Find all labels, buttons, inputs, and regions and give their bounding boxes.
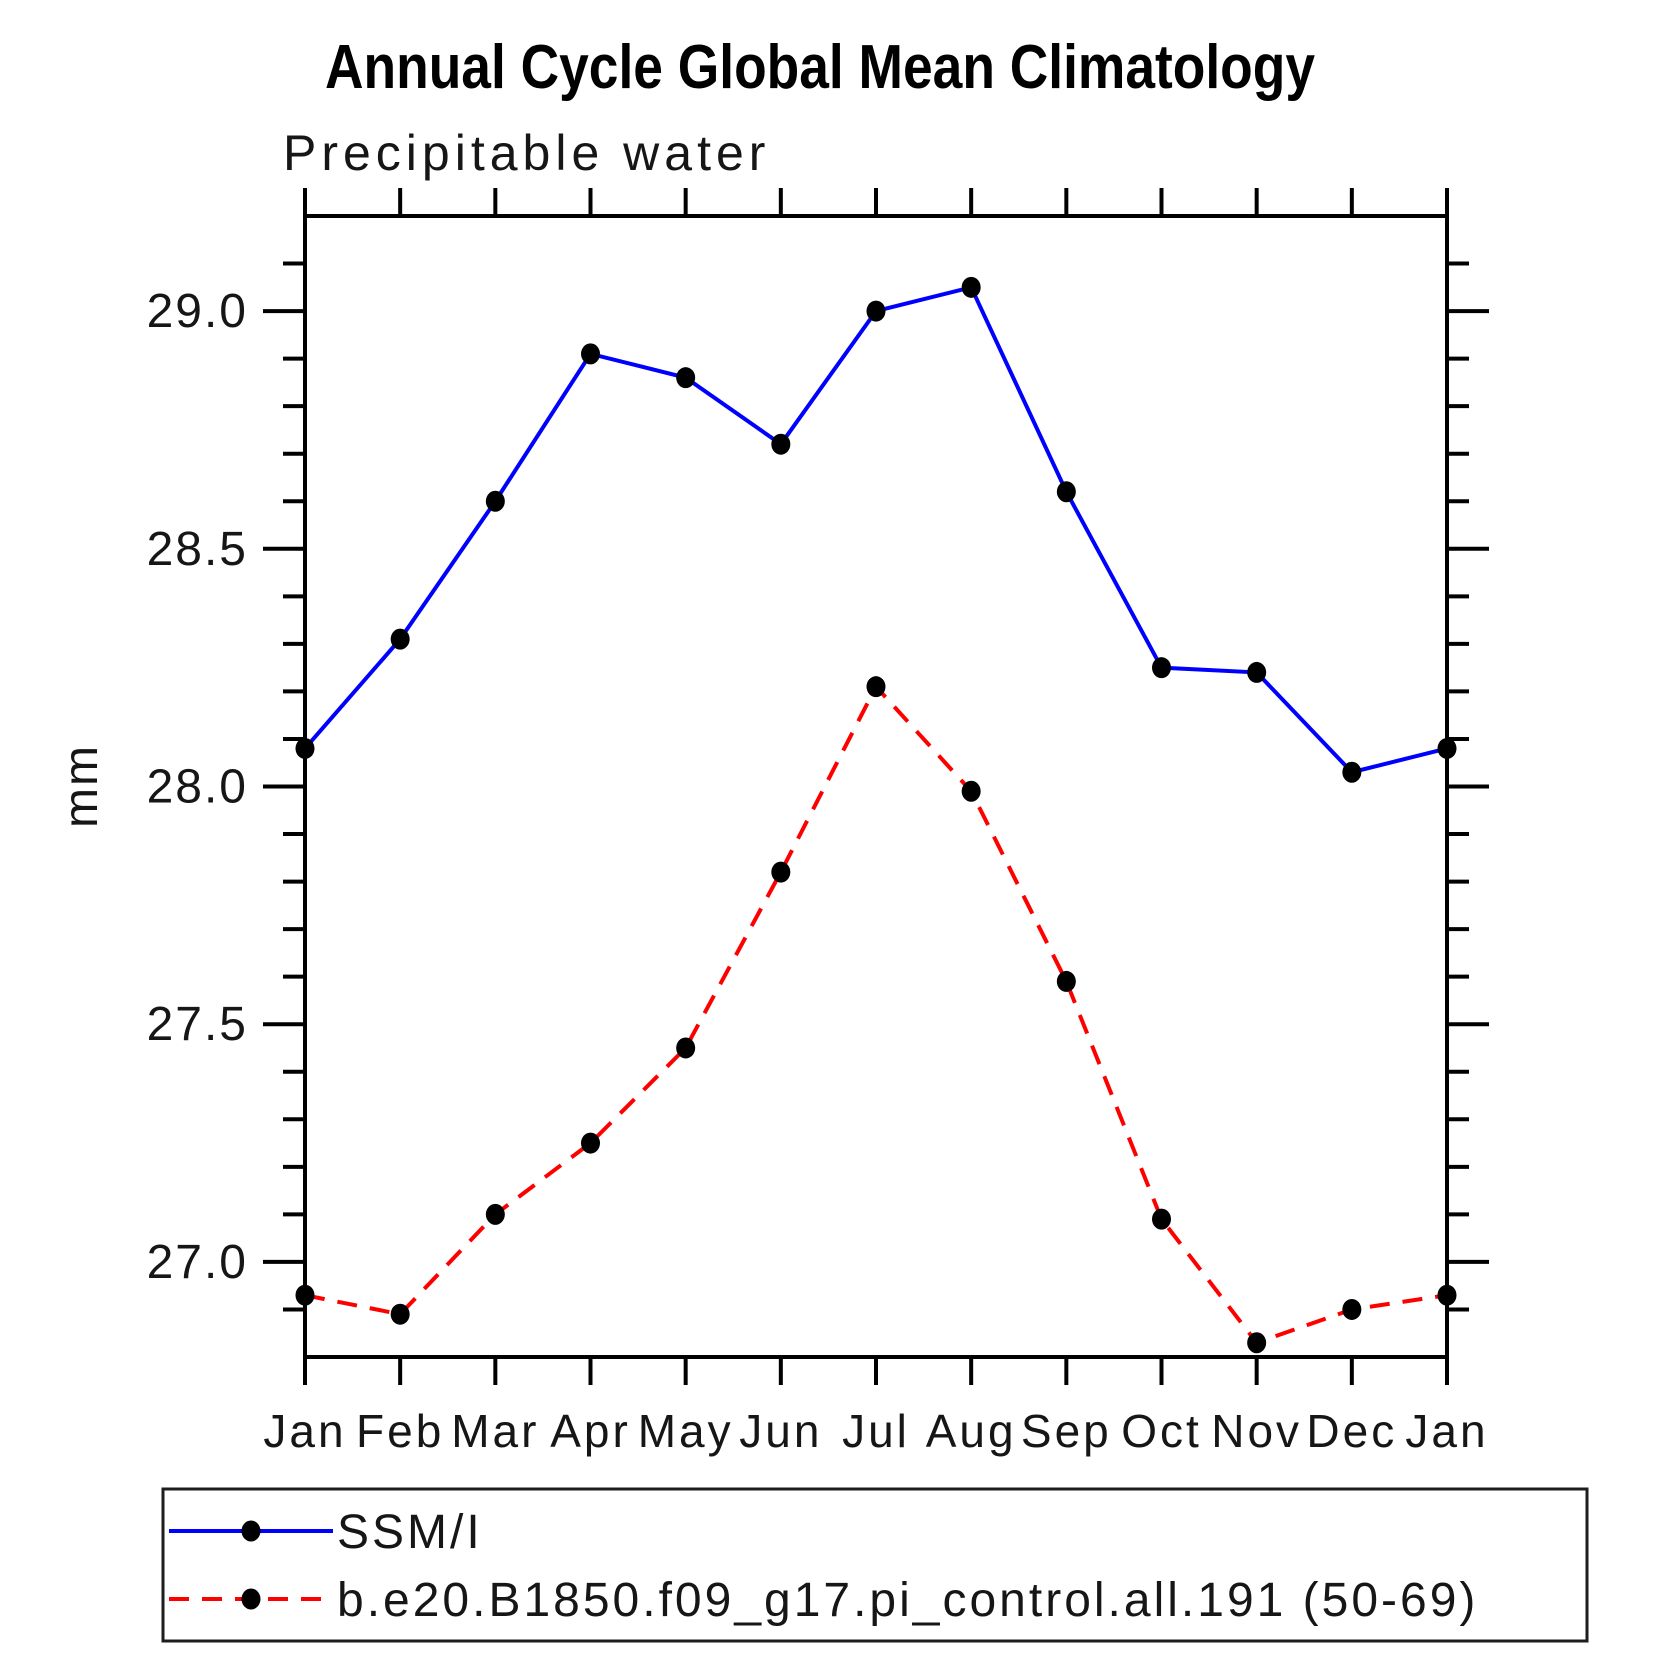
data-point-marker (485, 1203, 505, 1225)
data-point-marker (771, 433, 791, 455)
x-tick-label: Jun (739, 1405, 822, 1457)
data-point-marker (295, 737, 315, 759)
data-point-marker (1152, 1208, 1171, 1230)
x-tick-label: Aug (926, 1405, 1017, 1457)
x-tick-label: Sep (1021, 1405, 1112, 1457)
legend-label: b.e20.B1850.f09_g17.pi_control.all.191 (… (337, 1574, 1478, 1627)
data-point-marker (1056, 970, 1076, 992)
x-tick-label: Apr (550, 1405, 631, 1457)
data-point-marker (1437, 737, 1457, 759)
x-tick-label: Mar (451, 1405, 539, 1457)
y-tick-label: 28.0 (147, 761, 248, 814)
y-tick-label: 29.0 (147, 285, 248, 338)
data-point-marker (676, 1037, 696, 1059)
data-point-marker (1056, 481, 1076, 503)
legend-entry-0: SSM/I (169, 1506, 483, 1559)
legend-box (161, 1487, 1589, 1643)
data-point-marker (295, 1284, 315, 1306)
legend-entry-1: b.e20.B1850.f09_g17.pi_control.all.191 (… (169, 1574, 1478, 1627)
plot-frame (303, 214, 1449, 1359)
data-point-marker (390, 1303, 410, 1325)
x-tick-label: Jan (263, 1405, 346, 1457)
data-point-marker (485, 490, 505, 512)
data-point-marker (390, 628, 410, 650)
series-0 (295, 276, 1457, 783)
axes (263, 188, 1489, 1385)
series-line-1 (304, 683, 1448, 1346)
chart-title: Annual Cycle Global Mean Climatology (325, 33, 1315, 102)
x-tick-label: Jan (1405, 1405, 1488, 1457)
legend-marker (241, 1588, 261, 1610)
legend-marker (241, 1520, 261, 1542)
data-point-marker (866, 300, 886, 322)
legend-label: SSM/I (337, 1506, 483, 1559)
x-tick-label: Jul (842, 1405, 910, 1457)
data-point-marker (581, 1132, 600, 1154)
data-point-marker (1437, 1284, 1457, 1306)
y-tick-label: 28.5 (147, 523, 248, 576)
y-axis-title: mm (55, 744, 108, 828)
data-point-marker (961, 276, 981, 298)
data-point-marker (1152, 657, 1171, 679)
chart-subtitle: Precipitable water (283, 125, 770, 181)
series-line-0 (303, 284, 1448, 775)
x-tick-label: Feb (356, 1405, 444, 1457)
data-point-marker (1342, 1298, 1362, 1320)
y-tick-label: 27.5 (147, 998, 248, 1051)
data-point-marker (581, 343, 600, 365)
data-point-marker (771, 861, 791, 883)
data-point-marker (1247, 1332, 1267, 1354)
x-tick-label: Nov (1211, 1405, 1302, 1457)
series-1 (295, 676, 1457, 1354)
data-point-marker (1247, 661, 1267, 683)
x-tick-label: May (638, 1405, 734, 1457)
legend: SSM/I b.e20.B1850.f09_g17.pi_control.all.… (161, 1487, 1589, 1643)
data-point-marker (676, 367, 696, 389)
data-point-marker (961, 780, 981, 802)
x-tick-label: Oct (1121, 1405, 1202, 1457)
data-point-marker (866, 676, 886, 698)
data-point-marker (1342, 761, 1362, 783)
y-tick-label: 27.0 (147, 1236, 248, 1289)
x-tick-label: Dec (1306, 1405, 1397, 1457)
